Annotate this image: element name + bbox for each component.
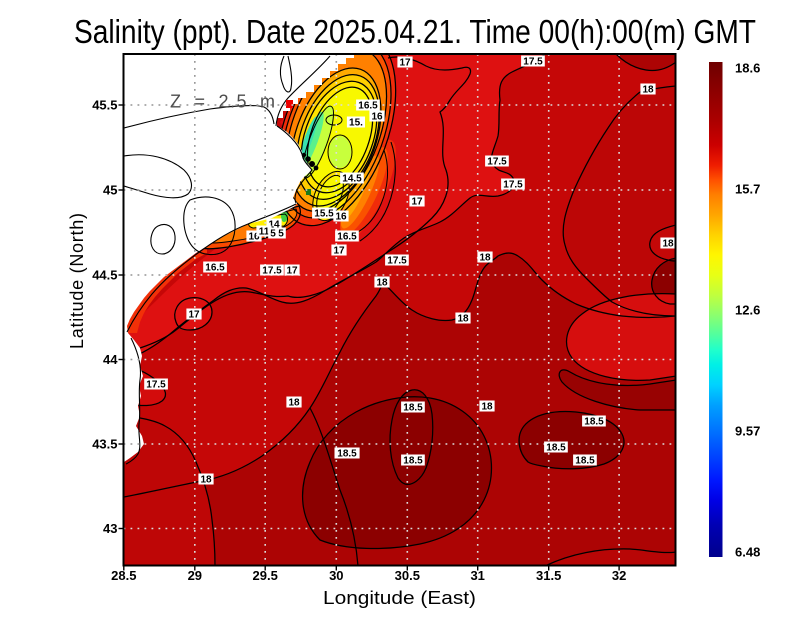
- svg-text:18: 18: [376, 278, 388, 289]
- svg-text:16.5: 16.5: [358, 101, 378, 112]
- svg-text:Longitude (East): Longitude (East): [323, 588, 476, 608]
- svg-text:18.5: 18.5: [546, 443, 566, 454]
- svg-text:Z = 2.5 m: Z = 2.5 m: [170, 92, 277, 112]
- svg-text:18: 18: [288, 398, 300, 409]
- svg-text:18: 18: [662, 239, 674, 250]
- svg-text:45.5: 45.5: [92, 98, 117, 113]
- svg-text:17: 17: [188, 310, 200, 321]
- svg-text:6.48: 6.48: [735, 544, 760, 559]
- svg-text:18.5: 18.5: [575, 456, 595, 467]
- svg-text:17.5: 17.5: [146, 380, 166, 391]
- svg-text:16: 16: [371, 112, 383, 123]
- svg-text:43.5: 43.5: [92, 437, 117, 452]
- svg-text:32: 32: [612, 568, 626, 583]
- svg-text:18.5: 18.5: [403, 403, 423, 414]
- svg-text:16.5: 16.5: [337, 232, 357, 243]
- svg-text:28.5: 28.5: [111, 568, 136, 583]
- svg-text:31.5: 31.5: [536, 568, 561, 583]
- svg-text:18: 18: [200, 475, 212, 486]
- svg-text:17: 17: [286, 266, 298, 277]
- svg-text:44.5: 44.5: [92, 268, 117, 283]
- svg-text:45: 45: [103, 183, 117, 198]
- svg-text:17.5: 17.5: [523, 57, 543, 68]
- svg-text:18.5: 18.5: [337, 449, 357, 460]
- svg-text:29.5: 29.5: [253, 568, 278, 583]
- svg-text:18.6: 18.6: [735, 61, 760, 76]
- svg-text:44: 44: [103, 352, 118, 367]
- svg-text:17.5: 17.5: [503, 180, 523, 191]
- svg-text:17: 17: [411, 197, 423, 208]
- svg-text:16: 16: [335, 212, 347, 223]
- svg-text:16: 16: [248, 232, 260, 243]
- svg-text:11: 11: [259, 227, 270, 238]
- svg-text:16.5: 16.5: [205, 263, 225, 274]
- svg-text:30: 30: [329, 568, 343, 583]
- svg-text:43: 43: [103, 521, 117, 536]
- svg-text:18.5: 18.5: [403, 456, 423, 467]
- svg-text:9.57: 9.57: [735, 424, 760, 439]
- svg-text:17.5: 17.5: [487, 157, 507, 168]
- svg-text:31: 31: [470, 568, 484, 583]
- svg-text:Salinity (ppt). Date 2025.04.2: Salinity (ppt). Date 2025.04.21. Time 00…: [74, 13, 756, 50]
- svg-text:30.5: 30.5: [395, 568, 420, 583]
- svg-text:18: 18: [481, 402, 493, 413]
- svg-text:18.5: 18.5: [584, 417, 604, 428]
- svg-text:18: 18: [457, 314, 469, 325]
- svg-text:17.5: 17.5: [387, 256, 407, 267]
- svg-text:18: 18: [479, 253, 491, 264]
- svg-text:14: 14: [268, 220, 280, 231]
- svg-text:Latitude (North): Latitude (North): [67, 213, 87, 349]
- svg-text:15.7: 15.7: [735, 182, 760, 197]
- svg-text:17: 17: [399, 58, 411, 69]
- svg-text:18: 18: [642, 85, 654, 96]
- svg-text:14.5: 14.5: [342, 174, 362, 185]
- svg-text:17.5: 17.5: [262, 266, 282, 277]
- svg-text:5: 5: [278, 229, 284, 240]
- svg-text:29: 29: [188, 568, 202, 583]
- svg-text:15.: 15.: [349, 118, 363, 129]
- svg-text:15.5: 15.5: [314, 209, 334, 220]
- svg-text:17: 17: [333, 246, 345, 257]
- svg-text:12.6: 12.6: [735, 303, 760, 318]
- svg-text:5: 5: [270, 229, 276, 240]
